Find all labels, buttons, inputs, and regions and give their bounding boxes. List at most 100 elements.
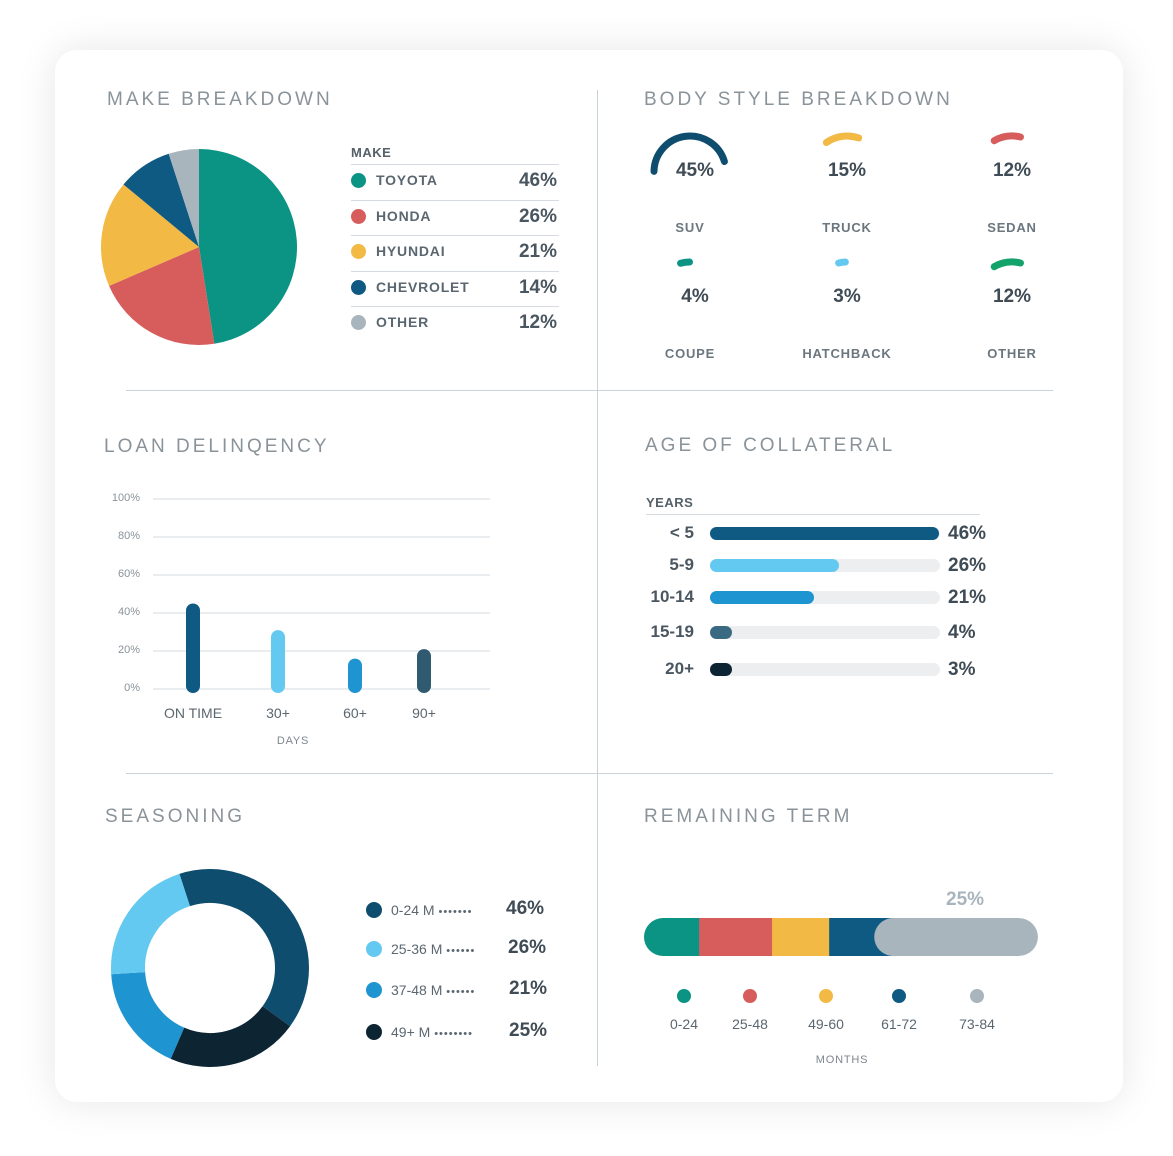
- body-style-title: BODY STYLE BREAKDOWN: [644, 89, 953, 110]
- season-legend-item-37-48-m: 37-48 M •••••• 21%: [366, 978, 566, 1002]
- gauge-suv: [650, 132, 728, 175]
- age-bar-3: [710, 626, 732, 639]
- gauge-value-suv: 45%: [675, 160, 715, 181]
- legend-swatch: [366, 902, 382, 918]
- term-legend-swatch-25-48: [743, 989, 757, 1003]
- gauge-coupe: [677, 258, 693, 267]
- y-tick-label: 0%: [124, 682, 140, 694]
- legend-swatch: [366, 982, 382, 998]
- term-legend-label: 49-60: [808, 1016, 844, 1032]
- term-legend-swatch-0-24: [677, 989, 691, 1003]
- age-bar-4: [710, 663, 732, 676]
- donut-slice-37-48-m: [111, 971, 185, 1059]
- gauge-value-other: 12%: [992, 286, 1032, 307]
- legend-swatch: [351, 279, 366, 295]
- legend-value: 14%: [518, 276, 557, 298]
- age-value: 46%: [948, 523, 987, 544]
- term-stacked-bar: [644, 918, 1038, 956]
- legend-label: 49+ M ••••••••: [391, 1024, 473, 1040]
- gauge-arc-sedan: [990, 132, 1024, 145]
- gauge-label-coupe: COUPE: [664, 346, 716, 361]
- legend-item-honda: HONDA 26%: [351, 199, 559, 235]
- y-tick-label: 60%: [117, 568, 140, 580]
- gauge-value-sedan: 12%: [992, 160, 1032, 181]
- legend-label: 37-48 M ••••••: [391, 982, 475, 998]
- age-track: [710, 663, 940, 676]
- legend-swatch: [351, 244, 366, 259]
- gauge-value-truck: 15%: [827, 160, 867, 181]
- x-tick-label: 30+: [266, 705, 290, 721]
- seasoning-donut-chart: [111, 869, 309, 1067]
- legend-label: 25-36 M ••••••: [391, 941, 475, 957]
- legend-leader-dots: ••••••••: [434, 1028, 474, 1040]
- gauge-label-sedan: SEDAN: [987, 220, 1037, 235]
- legend-leader-dots: ••••••: [446, 945, 476, 957]
- legend-value: 26%: [518, 205, 557, 227]
- remaining-term-title: REMAINING TERM: [644, 806, 853, 827]
- age-value: 4%: [948, 622, 976, 643]
- term-legend-label: 25-48: [732, 1016, 768, 1032]
- x-tick-label: 60+: [343, 705, 367, 721]
- gauge-other: [990, 258, 1024, 271]
- gauge-label-hatchback: HATCHBACK: [802, 346, 892, 361]
- gauge-value-hatchback: 3%: [833, 286, 861, 307]
- legend-swatch: [351, 315, 366, 330]
- legend-label: HONDA: [376, 207, 432, 224]
- x-tick-label: 90+: [412, 705, 436, 721]
- legend-value: 26%: [508, 937, 547, 958]
- term-legend-label: 61-72: [881, 1016, 917, 1032]
- seasoning-title: SEASONING: [105, 806, 245, 827]
- age-bar-0: [710, 527, 939, 540]
- age-label-20: 20+: [665, 659, 694, 678]
- gauge-sedan: [990, 132, 1024, 145]
- donut-slice-0-24-m: [179, 869, 309, 1027]
- legend-label-text: 25-36 M: [391, 941, 447, 957]
- donut-slice-49-m: [170, 1005, 291, 1067]
- term-legend-swatch-61-72: [892, 989, 906, 1003]
- term-segment-73-84: [874, 918, 1038, 956]
- legend-swatch: [366, 941, 382, 957]
- age-value: 3%: [948, 659, 976, 680]
- pie-slice-toyota: [199, 149, 297, 344]
- make-breakdown-title: MAKE BREAKDOWN: [107, 89, 333, 110]
- legend-item-other: OTHER 12%: [351, 306, 559, 341]
- term-legend-label: 0-24: [669, 1016, 699, 1032]
- age-collateral-title: AGE OF COLLATERAL: [645, 435, 896, 456]
- horizontal-divider-top: [126, 390, 1053, 391]
- pie-slice-chevrolet: [123, 153, 199, 247]
- donut-slice-25-36-m: [111, 873, 191, 975]
- legend-value: 12%: [518, 312, 557, 333]
- legend-item-toyota: TOYOTA 46%: [351, 164, 559, 199]
- legend-label: TOYOTA: [376, 172, 438, 188]
- y-tick-label: 100%: [111, 492, 140, 504]
- loan-bar-chart: [153, 498, 490, 693]
- loan-delinquency-title: LOAN DELINQENCY: [104, 436, 330, 457]
- legend-item-hyundai: HYUNDAI 21%: [351, 235, 559, 270]
- legend-leader-dots: ••••••: [446, 986, 476, 998]
- y-tick-label: 40%: [117, 606, 140, 618]
- term-segment-49-60: [772, 918, 830, 956]
- legend-label: CHEVROLET: [376, 278, 470, 295]
- legend-item-chevrolet: CHEVROLET 14%: [351, 270, 559, 306]
- age-header-rule: [646, 514, 980, 515]
- age-track: [710, 591, 940, 604]
- term-segment-0-24: [644, 918, 700, 956]
- legend-label: HYUNDAI: [376, 243, 446, 259]
- season-legend-item-0-24-m: 0-24 M ••••••• 46%: [366, 898, 566, 922]
- gauge-arc-other: [990, 258, 1024, 271]
- y-tick-label: 80%: [117, 530, 140, 542]
- legend-label-text: 0-24 M: [391, 902, 439, 918]
- horizontal-divider-bottom: [126, 773, 1053, 774]
- gauge-arc-truck: [822, 132, 863, 147]
- age-legend-header: YEARS: [646, 495, 694, 510]
- age-track: [710, 527, 940, 540]
- age-label-15-19: 15-19: [650, 622, 694, 641]
- gauge-arc-hatchback: [835, 258, 849, 267]
- legend-label: 0-24 M •••••••: [391, 902, 472, 918]
- age-label-5: < 5: [669, 523, 694, 542]
- legend-swatch: [351, 208, 366, 224]
- legend-value: 25%: [509, 1020, 548, 1041]
- gauge-label-suv: SUV: [675, 220, 705, 235]
- vertical-divider: [597, 90, 598, 1066]
- term-legend-label: 73-84: [959, 1016, 995, 1032]
